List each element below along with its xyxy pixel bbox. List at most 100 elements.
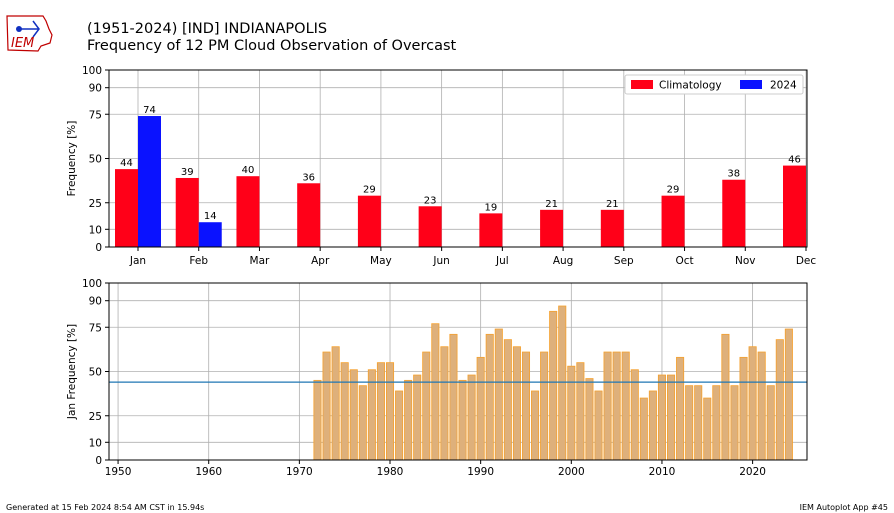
top-ytick-label: 10 <box>89 224 102 236</box>
annual-bar-2019 <box>739 356 748 461</box>
annual-bar-1983 <box>413 374 422 461</box>
top-bar-label: 21 <box>545 199 558 210</box>
top-ylabel: Frequency [%] <box>66 121 78 197</box>
bottom-ytick-label: 0 <box>95 455 102 467</box>
annual-bar-1994 <box>512 346 521 461</box>
bottom-ylabel: Jan Frequency [%] <box>66 324 78 420</box>
annual-bar-1998 <box>549 310 558 461</box>
top-bar-climatology <box>661 195 685 247</box>
annual-bar-1981 <box>395 390 404 461</box>
top-ytick-label: 100 <box>82 65 102 77</box>
legend-swatch-climatology <box>631 80 653 89</box>
annual-bar-1996 <box>531 390 540 461</box>
top-xtick-label: Jun <box>432 255 449 267</box>
annual-bar-2000 <box>567 365 576 461</box>
iem-logo-text: IEM <box>11 36 34 51</box>
top-bar-climatology <box>175 177 199 247</box>
annual-bar-2011 <box>667 374 676 461</box>
annual-bar-1975 <box>340 362 349 461</box>
annual-bar-2003 <box>594 390 603 461</box>
bottom-xtick-label: 1960 <box>195 466 222 478</box>
annual-bar-2024 <box>784 328 793 461</box>
annual-bar-1985 <box>431 323 440 461</box>
top-bar-climatology <box>479 213 503 247</box>
top-bar-climatology <box>297 183 321 247</box>
annual-bar-1972 <box>313 379 322 461</box>
top-bar-climatology <box>418 206 442 247</box>
bottom-ytick-label: 90 <box>89 296 102 308</box>
top-bar-2024 <box>198 222 222 247</box>
top-bar-label: 39 <box>181 167 194 178</box>
annual-bar-2009 <box>648 390 657 461</box>
annual-bar-2005 <box>612 351 621 461</box>
annual-bar-1997 <box>540 351 549 461</box>
top-xtick-label: May <box>370 255 392 267</box>
legend-label-climatology: Climatology <box>659 80 722 92</box>
top-bar-climatology <box>540 209 564 247</box>
top-bar-label: 23 <box>424 195 437 206</box>
annual-bar-2001 <box>576 362 585 461</box>
annual-bar-2016 <box>712 385 721 461</box>
annual-bar-1988 <box>458 379 467 461</box>
legend-label-2024: 2024 <box>770 80 797 92</box>
top-bar-label: 46 <box>788 155 801 166</box>
top-bar-label: 14 <box>204 211 217 222</box>
annual-bar-1987 <box>449 333 458 461</box>
top-bar-2024 <box>138 116 161 248</box>
annual-bar-2017 <box>721 333 730 461</box>
top-xtick-label: Nov <box>735 255 756 267</box>
bottom-ytick-label: 100 <box>82 278 102 290</box>
bottom-xtick-label: 1990 <box>467 466 494 478</box>
top-xtick-label: Jan <box>129 255 146 267</box>
annual-bar-2006 <box>621 351 630 461</box>
top-bar-label: 29 <box>667 185 680 196</box>
bottom-xtick-label: 1970 <box>286 466 313 478</box>
annual-bar-1979 <box>376 362 385 461</box>
top-ytick-label: 90 <box>89 83 102 95</box>
footer-generated: Generated at 15 Feb 2024 8:54 AM CST in … <box>6 503 205 512</box>
annual-bar-2013 <box>685 385 694 461</box>
annual-bar-2021 <box>757 351 766 461</box>
chart-title-line1: (1951-2024) [IND] INDIANAPOLIS <box>87 21 328 37</box>
annual-bar-2015 <box>703 397 712 461</box>
top-bar-label: 29 <box>363 185 376 196</box>
annual-bar-1977 <box>358 385 367 461</box>
top-xtick-label: Oct <box>675 255 693 267</box>
annual-bar-1989 <box>467 374 476 461</box>
top-bar-climatology <box>783 165 806 247</box>
top-xtick-label: Dec <box>796 255 817 267</box>
top-ytick-label: 0 <box>95 242 102 254</box>
legend-swatch-2024 <box>740 80 762 89</box>
top-bar-label: 40 <box>242 165 255 176</box>
top-bar-label: 21 <box>606 199 619 210</box>
annual-bar-1991 <box>485 333 494 461</box>
top-bar-label: 74 <box>143 105 156 116</box>
top-bar-label: 44 <box>120 158 133 169</box>
annual-bar-2012 <box>676 356 685 461</box>
bottom-ytick-label: 25 <box>89 411 102 423</box>
annual-bar-1973 <box>322 351 331 461</box>
annual-bar-1990 <box>476 356 485 461</box>
bottom-xtick-label: 2020 <box>739 466 766 478</box>
top-ytick-label: 25 <box>89 198 102 210</box>
top-xtick-label: Mar <box>250 255 270 267</box>
top-xtick-label: Apr <box>311 255 330 267</box>
annual-bar-1995 <box>521 351 531 461</box>
top-bar-climatology <box>600 209 624 247</box>
annual-bar-2002 <box>585 378 594 461</box>
bottom-ytick-label: 10 <box>89 437 102 449</box>
annual-bar-1978 <box>367 369 376 461</box>
annual-bar-2010 <box>657 374 666 461</box>
annual-bar-1993 <box>503 339 512 461</box>
annual-bar-1992 <box>494 328 503 461</box>
annual-bar-2022 <box>766 385 775 461</box>
annual-bar-2014 <box>694 385 703 461</box>
top-bar-label: 19 <box>484 202 497 213</box>
annual-bar-2007 <box>630 369 639 461</box>
annual-bar-1976 <box>349 369 358 461</box>
top-xtick-label: Sep <box>614 255 634 267</box>
footer-app: IEM Autoplot App #45 <box>799 503 888 512</box>
annual-bar-2023 <box>775 339 784 461</box>
top-ytick-label: 50 <box>89 154 102 166</box>
